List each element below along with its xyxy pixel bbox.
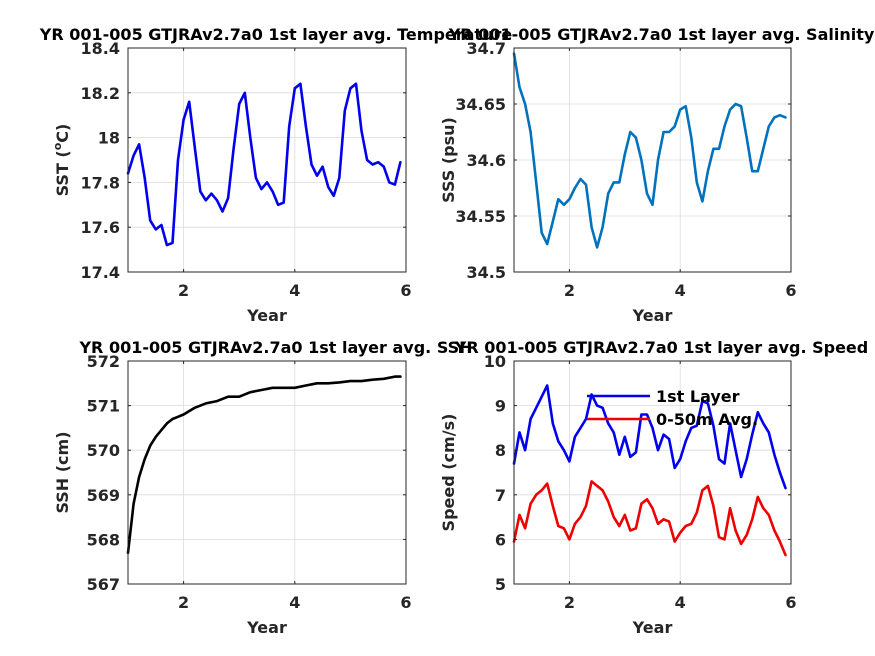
y-tick-label: 570 <box>87 441 120 460</box>
y-axis-label: SST (oC) <box>51 124 72 197</box>
chart-title: YR 001-005 GTJRAv2.7a0 1st layer avg. Sp… <box>454 338 868 357</box>
plot-area <box>514 361 791 584</box>
y-axis-label-superscript: o <box>51 142 64 150</box>
x-axis-label: Year <box>246 306 287 325</box>
y-tick-label: 6 <box>495 530 506 549</box>
chart-title: YR 001-005 GTJRAv2.7a0 1st layer avg. SS… <box>78 338 472 357</box>
y-axis-label-tail: C) <box>53 124 72 143</box>
axes-box <box>513 360 792 585</box>
plot-area <box>128 361 406 584</box>
y-axis-label: Speed (cm/s) <box>439 414 458 532</box>
y-tick-label: 17.4 <box>81 263 120 282</box>
subplot-2: 2 4 6 34.5 34.55 34.6 34.65 34.7 Year SSS (psu) YR… <box>439 25 875 325</box>
x-tick-label: 6 <box>785 281 796 300</box>
x-tick-label: 2 <box>178 593 189 612</box>
series-line-1 <box>126 375 402 555</box>
x-tick-label: 4 <box>289 281 300 300</box>
y-tick-label: 18.4 <box>81 39 120 58</box>
x-tick-label: 6 <box>400 593 411 612</box>
axes-box <box>127 47 407 273</box>
y-tick-label: 34.55 <box>455 207 506 226</box>
y-tick-label: 18.2 <box>81 84 120 103</box>
plot-area <box>128 48 406 272</box>
y-axis-label: SSH (cm) <box>53 431 72 513</box>
x-tick-label: 4 <box>289 593 300 612</box>
y-tick-label: 18 <box>98 129 120 148</box>
series-line-1st-layer <box>512 384 787 490</box>
x-tick-label: 6 <box>785 593 796 612</box>
y-tick-label: 8 <box>495 441 506 460</box>
y-tick-label: 567 <box>87 575 120 594</box>
series-line-1 <box>126 82 402 247</box>
y-tick-label: 5 <box>495 575 506 594</box>
x-tick-label: 2 <box>564 281 575 300</box>
x-axis-label: Year <box>246 618 287 637</box>
chart-title: YR 001-005 GTJRAv2.7a0 1st layer avg. Te… <box>39 25 513 44</box>
y-tick-label: 17.6 <box>81 218 120 237</box>
x-axis-label: Year <box>632 306 673 325</box>
x-tick-label: 4 <box>675 281 686 300</box>
y-tick-label: 17.8 <box>81 173 120 192</box>
y-tick-label: 34.7 <box>467 39 506 58</box>
y-tick-label: 7 <box>495 486 506 505</box>
axes-box <box>127 360 407 585</box>
y-tick-label: 569 <box>87 486 120 505</box>
x-tick-label: 2 <box>178 281 189 300</box>
series-line-0-50m-avg <box>512 480 787 557</box>
subplot-4: 2 4 6 5 6 7 8 9 10 Year Speed (cm/s) YR 001-005 GTJ… <box>439 338 868 637</box>
x-tick-label: 2 <box>564 593 575 612</box>
y-tick-label: 572 <box>87 352 120 371</box>
x-tick-label: 4 <box>675 593 686 612</box>
y-tick-label: 571 <box>87 397 120 416</box>
legend-label: 1st Layer <box>656 387 740 406</box>
y-tick-label: 34.65 <box>455 95 506 114</box>
y-tick-label: 34.6 <box>467 151 506 170</box>
y-axis-label: SSS (psu) <box>439 117 458 203</box>
y-axis-label-main: SST ( <box>53 150 72 196</box>
x-axis-label: Year <box>632 618 673 637</box>
y-tick-label: 10 <box>484 352 506 371</box>
y-tick-label: 34.5 <box>467 263 506 282</box>
y-tick-label: 568 <box>87 530 120 549</box>
y-tick-label: 9 <box>495 397 506 416</box>
legend-label: 0-50m Avg. <box>656 410 758 429</box>
legend: 1st Layer 0-50m Avg. <box>587 387 758 429</box>
chart-title: YR 001-005 GTJRAv2.7a0 1st layer avg. Sa… <box>448 25 875 44</box>
subplot-3: 2 4 6 567 568 569 570 571 572 Year SSH (cm) YR 001-… <box>53 338 473 637</box>
x-tick-label: 6 <box>400 281 411 300</box>
series-line-1 <box>512 52 787 249</box>
subplot-1: 2 4 6 17.4 17.6 17.8 18 18.2 18.4 Year SST (oC) YR … <box>39 25 513 325</box>
